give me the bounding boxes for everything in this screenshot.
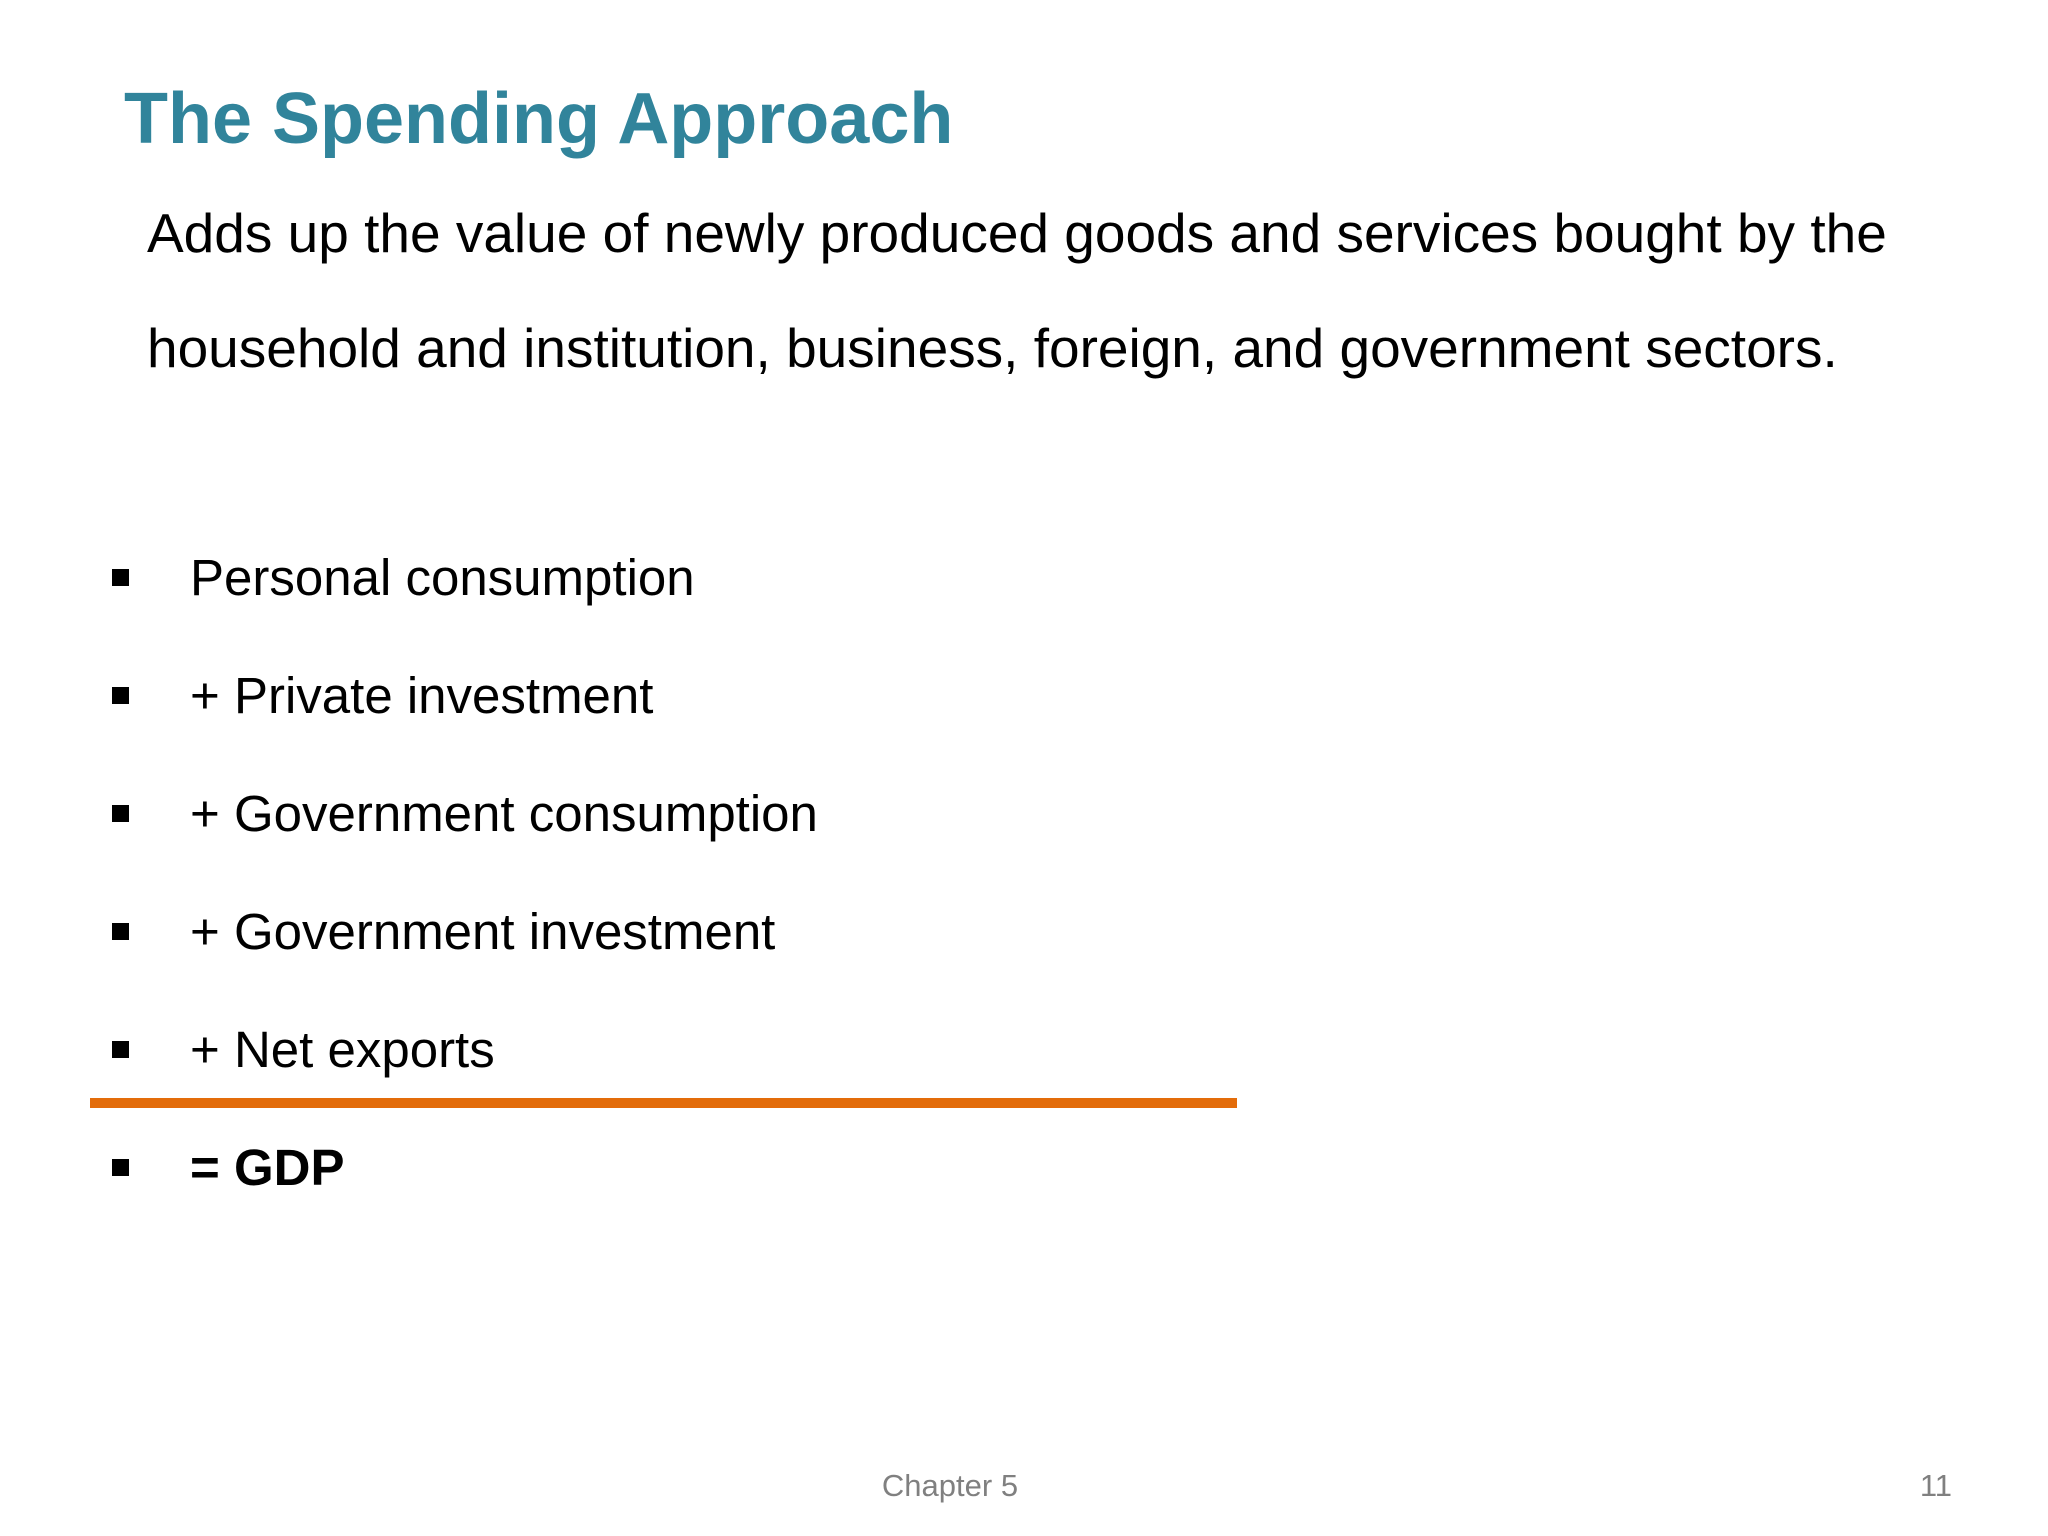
slide-title: The Spending Approach [124, 79, 954, 159]
list-item-label: + Government consumption [190, 784, 818, 842]
square-bullet-icon [112, 686, 129, 704]
square-bullet-icon [112, 922, 129, 940]
square-bullet-icon [112, 804, 129, 822]
list-item-private-investment: + Private investment [112, 636, 818, 754]
total-label: = GDP [190, 1138, 345, 1196]
list-item-label: + Government investment [190, 902, 776, 960]
list-item-personal-consumption: Personal consumption [112, 518, 818, 636]
list-item-gdp-total: = GDP [112, 1108, 818, 1226]
intro-paragraph: Adds up the value of newly produced good… [147, 202, 1887, 379]
list-item-government-investment: + Government investment [112, 872, 818, 990]
square-bullet-icon [112, 568, 129, 586]
list-item-label: + Net exports [190, 1020, 495, 1078]
sum-divider-line [90, 1098, 1237, 1108]
list-item-net-exports: + Net exports [112, 990, 818, 1108]
component-list: Personal consumption + Private investmen… [112, 518, 818, 1226]
list-item-label: + Private investment [190, 666, 654, 724]
list-item-label: Personal consumption [190, 548, 695, 606]
slide-number: 11 [1919, 1468, 1952, 1503]
square-bullet-icon [112, 1158, 129, 1176]
square-bullet-icon [112, 1040, 129, 1058]
list-item-government-consumption: + Government consumption [112, 754, 818, 872]
footer-chapter: Chapter 5 [881, 1468, 1019, 1503]
